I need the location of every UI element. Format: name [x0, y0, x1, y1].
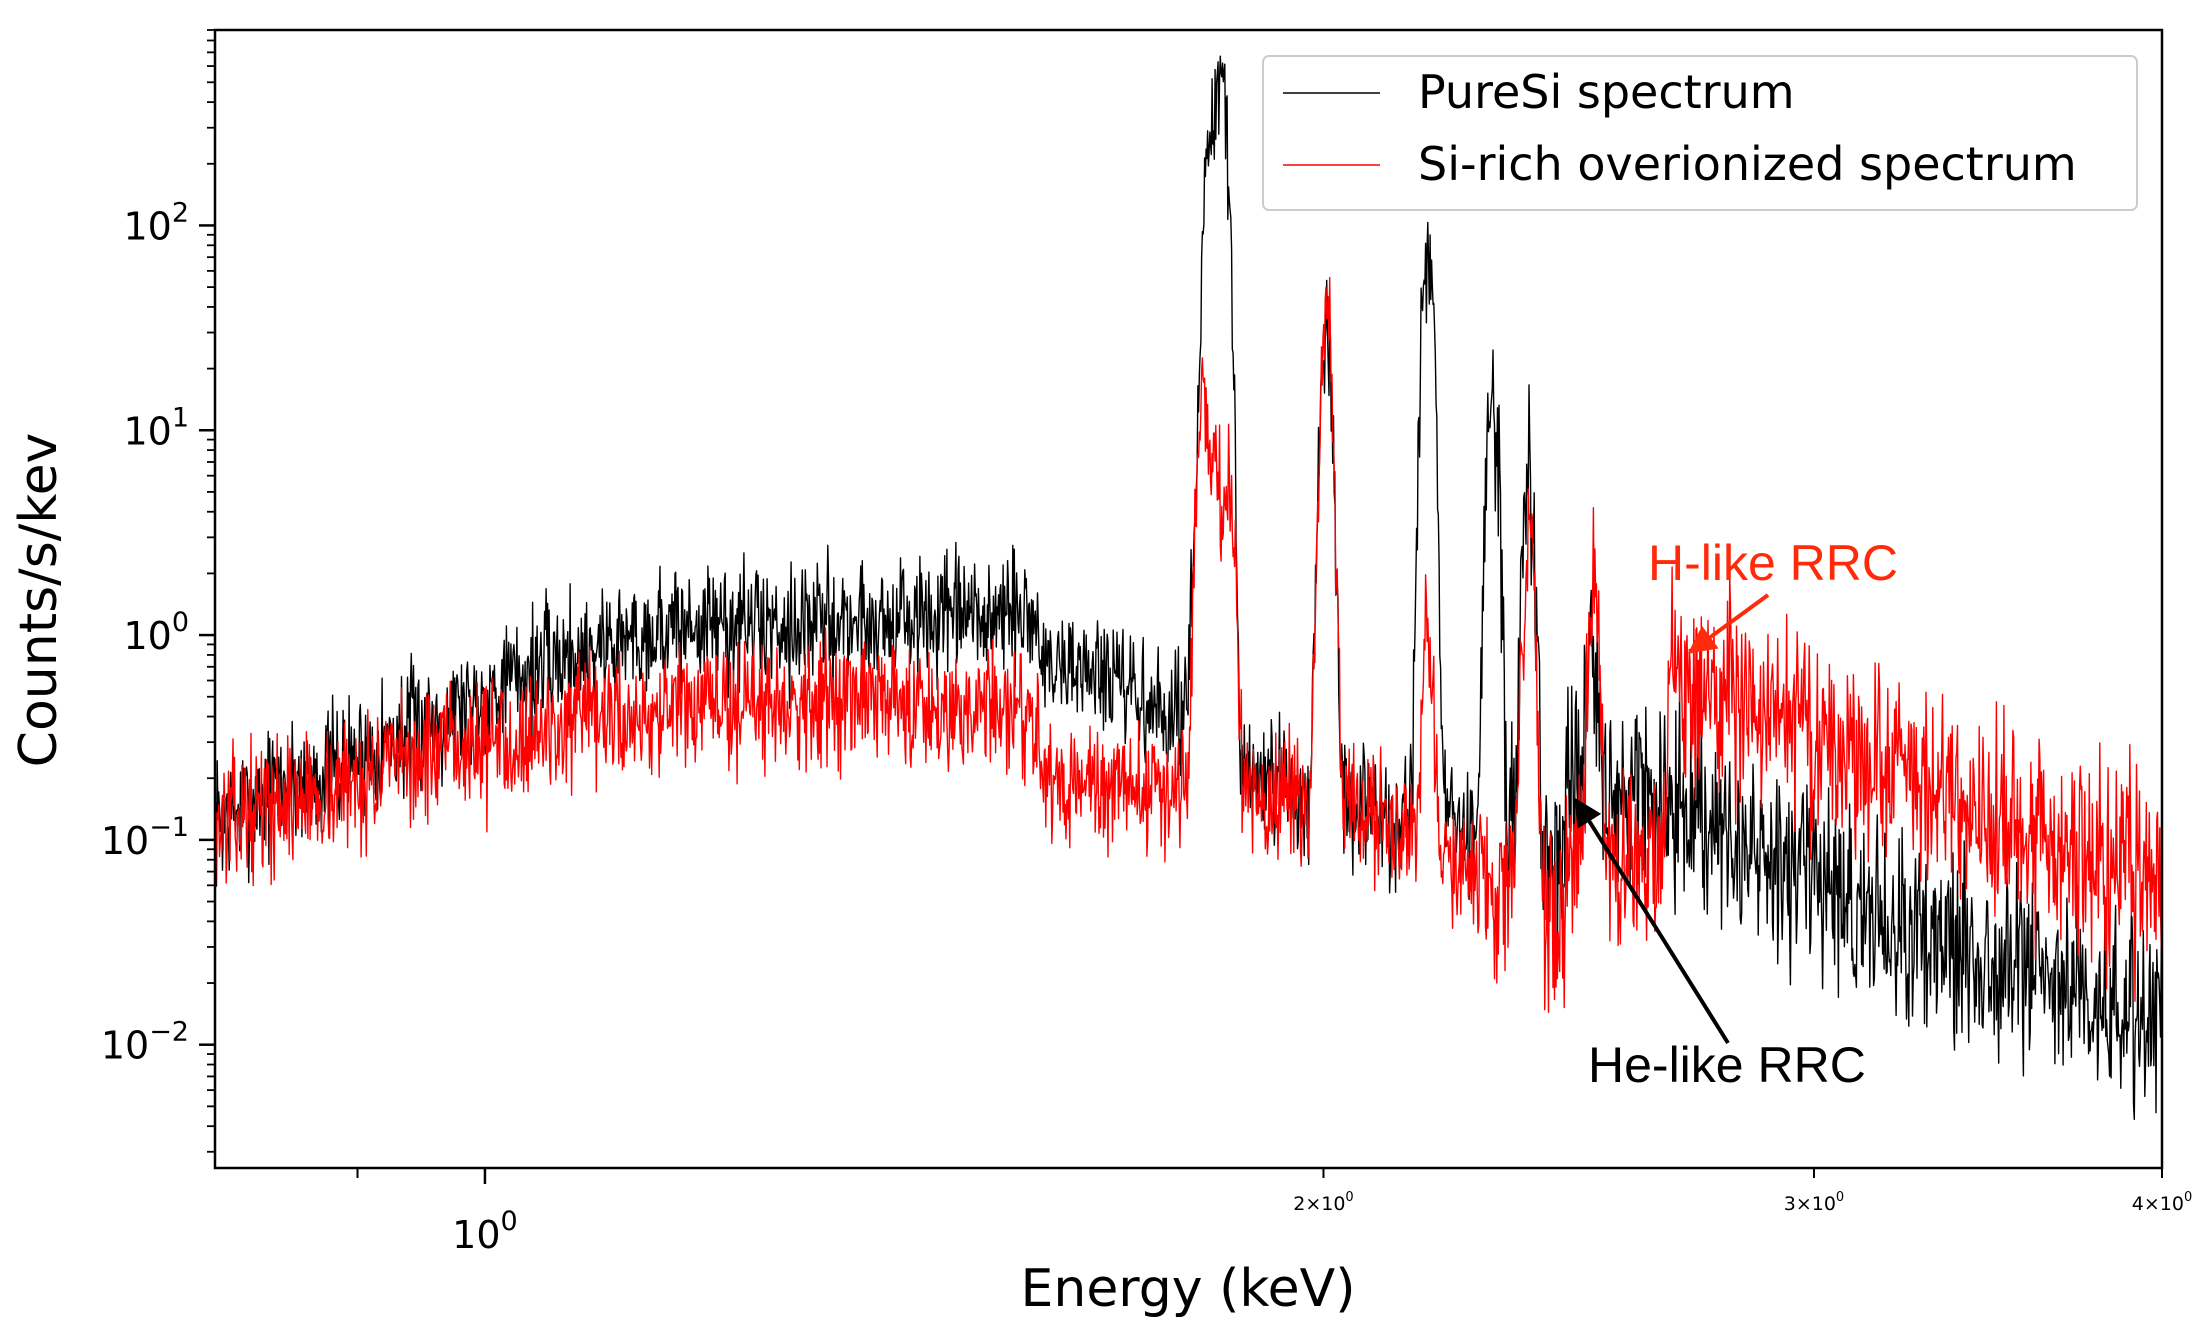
legend: PureSi spectrum Si-rich overionized spec… — [1262, 55, 2138, 211]
series-line-0 — [215, 55, 2162, 1120]
annotation-h-like-arrow — [1687, 593, 1770, 654]
annotation-he-like-arrow — [1574, 797, 1730, 1045]
annotation-he-like-label: He-like RRC — [1588, 1037, 1866, 1093]
x-tick-label: 3×100 — [1784, 1190, 1844, 1215]
y-axis-ticks: 10−2 10−1 100 101 102 — [101, 29, 215, 1153]
annotation-h-like-label: H-like RRC — [1648, 535, 1898, 591]
series-group — [215, 55, 2162, 1120]
legend-label-sirich: Si-rich overionized spectrum — [1418, 137, 2077, 191]
series-line-1 — [215, 276, 2162, 1013]
plot-frame — [213, 28, 2164, 1170]
x-tick-label: 2×100 — [1293, 1190, 1353, 1215]
y-tick-label: 10−2 — [101, 1017, 189, 1068]
legend-frame — [1262, 55, 2138, 211]
x-axis-ticks: 100 2×100 3×100 4×100 — [356, 1168, 2192, 1257]
y-axis-title: Counts/s/kev — [9, 433, 69, 768]
x-tick-label: 100 — [452, 1206, 518, 1257]
annotation-h-like: H-like RRC — [1648, 535, 1898, 654]
x-tick-label: 4×100 — [2132, 1190, 2192, 1215]
y-tick-label: 102 — [123, 197, 189, 248]
y-tick-label: 10−1 — [101, 812, 189, 863]
legend-label-puresi: PureSi spectrum — [1418, 65, 1795, 119]
x-axis-title: Energy (keV) — [1021, 1259, 1356, 1319]
annotation-he-like: He-like RRC — [1574, 797, 1866, 1093]
y-tick-label: 101 — [123, 402, 189, 453]
y-tick-label: 100 — [123, 607, 189, 658]
